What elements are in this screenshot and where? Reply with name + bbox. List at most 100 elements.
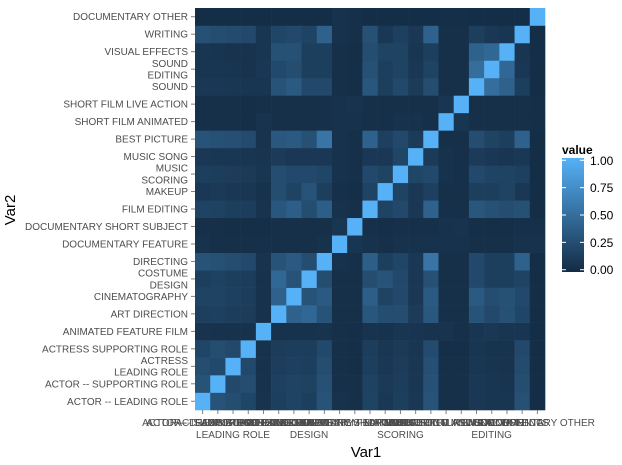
heatmap-cell [453, 305, 470, 323]
heatmap-cell [392, 270, 409, 288]
heatmap-cell [453, 60, 470, 79]
heatmap-cell [195, 25, 211, 44]
x-tick-label-actor-supporting-role: ACTOR -- SUPPORTING ROLE [146, 418, 289, 429]
heatmap-cell [240, 357, 257, 376]
heatmap-cell [331, 357, 348, 376]
heatmap-cell [499, 235, 515, 253]
heatmap-cell [499, 200, 515, 219]
heatmap-cell [225, 60, 241, 79]
heatmap-cell [499, 147, 515, 166]
heatmap-cell [484, 25, 500, 44]
heatmap-cell [438, 77, 454, 96]
heatmap-cell [331, 392, 348, 411]
heatmap-cell [453, 322, 470, 341]
heatmap-cell [362, 305, 378, 323]
x-tick-label-music-song: MUSIC SONG [383, 418, 448, 429]
heatmap-cell [347, 270, 363, 288]
heatmap-cell [392, 8, 409, 26]
heatmap-cell [347, 95, 363, 114]
heatmap-cell [271, 182, 287, 201]
heatmap-cell [499, 60, 515, 79]
heatmap-cell [468, 252, 485, 271]
heatmap-cell [316, 287, 333, 306]
heatmap-cell [453, 42, 470, 61]
heatmap-cell [255, 147, 272, 166]
heatmap-cell [438, 392, 454, 411]
heatmap-cell [347, 357, 363, 376]
heatmap-cell [301, 200, 318, 219]
heatmap-cell [271, 147, 287, 166]
heatmap-cell [514, 340, 531, 358]
heatmap-cell [438, 357, 454, 376]
heatmap-cell [529, 357, 546, 376]
heatmap-cell [316, 8, 333, 26]
heatmap-cell [255, 165, 272, 184]
heatmap-cell [438, 375, 454, 393]
heatmap-cell [423, 392, 439, 411]
heatmap-cell [316, 112, 333, 131]
x-tick-label-documentary-other: DOCUMENTARY OTHER [480, 418, 595, 429]
heatmap-cell [210, 235, 226, 253]
heatmap-cell [316, 357, 333, 376]
heatmap-cell [240, 252, 257, 271]
heatmap-cell [423, 95, 439, 114]
heatmap-cell [286, 147, 302, 166]
heatmap-cell [331, 130, 348, 149]
heatmap-cell [362, 77, 378, 96]
heatmap-cell [362, 25, 378, 44]
heatmap-cell [301, 270, 318, 288]
heatmap-cell [210, 322, 226, 341]
heatmap-cell [468, 270, 485, 288]
y-tick-label-visual-effects: VISUAL EFFECTS [104, 47, 188, 58]
heatmap-cell [271, 77, 287, 96]
heatmap-cell [499, 42, 515, 61]
heatmap-cell [408, 77, 424, 96]
heatmap-cell [331, 42, 348, 61]
y-tick-label-best-picture: BEST PICTURE [115, 135, 188, 146]
heatmap-cell [453, 8, 470, 26]
heatmap-cell [499, 305, 515, 323]
heatmap-cell [362, 217, 378, 236]
heatmap-cell [225, 147, 241, 166]
heatmap-cell [529, 217, 546, 236]
heatmap-cell [316, 217, 333, 236]
heatmap-cell [377, 375, 394, 393]
heatmap-cell [271, 305, 287, 323]
heatmap-cell [377, 60, 394, 79]
heatmap-cell [331, 95, 348, 114]
heatmap-cell [240, 305, 257, 323]
y-tick-label-documentary-other: DOCUMENTARY OTHER [73, 12, 188, 23]
heatmap-cell [362, 392, 378, 411]
heatmap-cell [362, 357, 378, 376]
heatmap-cell [514, 25, 531, 44]
heatmap-cell [514, 322, 531, 341]
x-tick-label-writing: WRITING [501, 418, 545, 429]
heatmap-cell [408, 8, 424, 26]
heatmap-cell [316, 200, 333, 219]
heatmap-cell [225, 130, 241, 149]
heatmap-cell [408, 375, 424, 393]
heatmap-cell [438, 322, 454, 341]
heatmap-cell [286, 112, 302, 131]
heatmap-cell [408, 112, 424, 131]
heatmap-cell [392, 112, 409, 131]
heatmap-cell [301, 165, 318, 184]
heatmap-cell [529, 25, 546, 44]
heatmap-cell [225, 357, 241, 376]
heatmap-cell [408, 95, 424, 114]
heatmap-cell [468, 165, 485, 184]
heatmap-cell [286, 77, 302, 96]
heatmap-cell [392, 25, 409, 44]
heatmap-cell [499, 217, 515, 236]
heatmap-cell [301, 287, 318, 306]
heatmap-cell [499, 8, 515, 26]
heatmap-cell [453, 340, 470, 358]
heatmap-cell [423, 305, 439, 323]
heatmap-cell [301, 60, 318, 79]
y-tick-label-short-film-live-action: SHORT FILM LIVE ACTION [63, 100, 188, 111]
heatmap-cell [271, 340, 287, 358]
heatmap-cell [240, 130, 257, 149]
heatmap-cell [347, 147, 363, 166]
